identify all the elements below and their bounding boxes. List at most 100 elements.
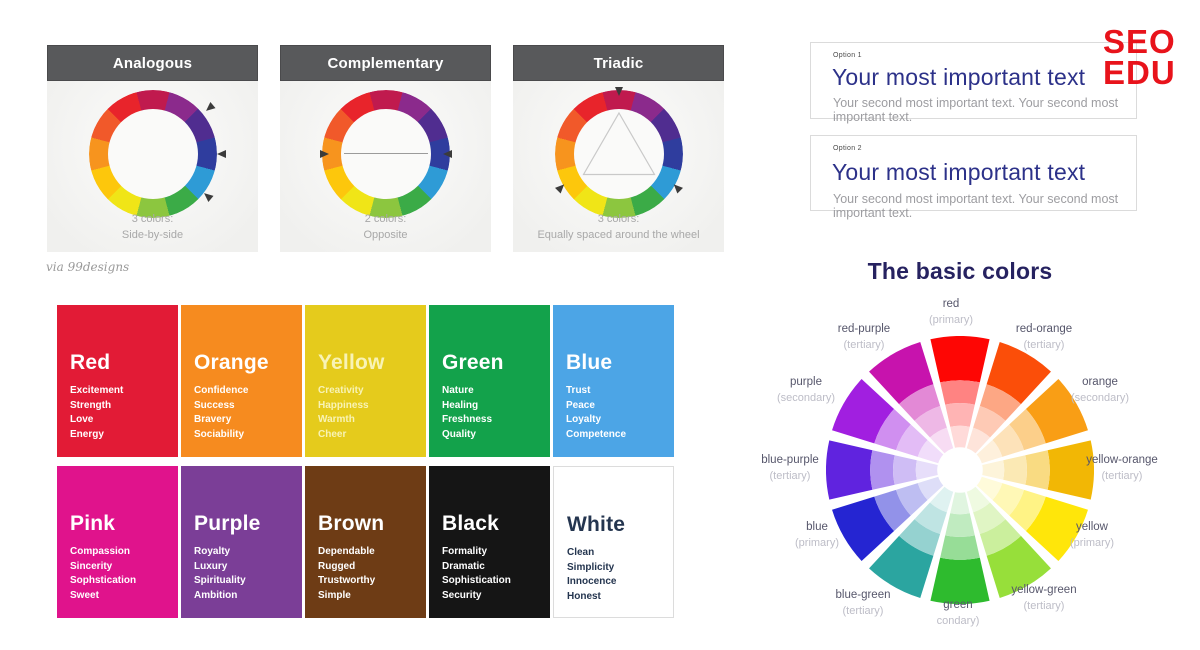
card-color-name: Orange (194, 351, 269, 374)
wheel-label-yellow-green: yellow-green (tertiary) (1011, 584, 1077, 612)
panel-body: 3 colors: Side-by-side (47, 81, 258, 252)
wheel-wedge-yellow-orange (1047, 440, 1094, 500)
pin-icon (216, 150, 226, 158)
card-traits: Trust Peace Loyalty Competence (566, 384, 661, 442)
wheel-wedge-blue-purple (892, 455, 917, 485)
wheel-wedge-yellow-orange (982, 460, 1005, 480)
panel-caption: 2 colors: Opposite (280, 212, 491, 243)
wheel-wedge-blue (896, 483, 928, 516)
trait-line: Peace (566, 399, 595, 411)
harmony-panel-analogous: Analogous 3 colors: Side-by-side (47, 45, 258, 252)
wheel-label-blue-green: blue-green (tertiary) (835, 589, 891, 617)
option-box-2: Option 2 Your most important text Your s… (810, 135, 1137, 220)
panel-caption: 3 colors: Side-by-side (47, 212, 258, 243)
trait-line: Simplicity (567, 561, 615, 573)
card-traits: Confidence Success Bravery Sociability (194, 384, 289, 442)
color-wheel-hole (573, 109, 664, 199)
wheel-wedge-purple (917, 439, 944, 464)
color-card-orange: Orange Confidence Success Bravery Sociabilit… (181, 305, 302, 457)
card-color-name: Brown (318, 512, 385, 535)
wheel-wedge-yellow (976, 476, 1003, 501)
wheel-wedge-yellow (992, 483, 1024, 516)
wheel-wedge-red-purple (914, 406, 947, 438)
wheel-wedge-yellow-orange (1003, 455, 1028, 485)
color-card-green: Green Nature Healing Freshness Quality (429, 305, 550, 457)
card-traits: Dependable Rugged Trustworthy Simple (318, 545, 413, 603)
wheel-wedge-green (940, 535, 980, 560)
trait-line: Luxury (194, 560, 228, 572)
trait-line: Loyalty (566, 414, 602, 425)
option-label: Option 2 (833, 145, 862, 152)
trait-line: Security (442, 589, 482, 601)
trait-line: Competence (566, 428, 627, 440)
option-title: Your most important text (832, 159, 1086, 185)
harmony-panel-complementary: Complementary 2 colors: Opposite (280, 45, 491, 252)
trait-line: Royalty (194, 546, 231, 557)
wheel-label-yellow-orange: yellow-orange (tertiary) (1086, 454, 1158, 482)
wheel-wedge-red-orange (966, 427, 991, 454)
wheel-wedge-orange (1025, 379, 1088, 444)
harmony-panel-triadic: Triadic 3 colors: Equally spaced around … (513, 45, 724, 252)
wheel-wedge-yellow-orange (1025, 450, 1050, 490)
trait-line: Strength (70, 399, 112, 411)
wheel-wedge-blue-green (929, 486, 954, 513)
trait-line: Clean (567, 547, 595, 558)
panel-title: Complementary (280, 45, 491, 81)
color-card-pink: Pink Compassion Sincerity Sophstication Swee… (57, 466, 178, 618)
pin-icon (442, 150, 452, 158)
panel-body: 2 colors: Opposite (280, 81, 491, 252)
wheel-wedge-green (945, 513, 975, 538)
trait-line: Ambition (194, 589, 238, 601)
trait-line: Sociability (194, 428, 245, 440)
trait-line: Quality (442, 428, 476, 440)
wheel-label-green: green condary) (936, 599, 980, 627)
trait-line: Compassion (70, 546, 131, 557)
trait-line: Love (70, 414, 94, 425)
caption-line1: 2 colors: (364, 213, 407, 226)
logo-line2: EDU (1103, 54, 1176, 92)
opposite-connector-line (343, 153, 428, 154)
wheel-wedge-yellow-green (986, 535, 1051, 598)
color-card-yellow: Yellow Creativity Happiness Warmth Cheer (305, 305, 426, 457)
card-traits: Royalty Luxury Spirituality Ambition (194, 545, 289, 603)
basic-colors-wheel (826, 336, 1094, 604)
card-color-name: Yellow (318, 351, 385, 374)
wheel-label-red-purple: red-purple (tertiary) (837, 323, 891, 351)
wheel-wedge-orange (992, 424, 1024, 457)
wheel-label-blue: blue (primary) (795, 521, 839, 549)
wheel-wedge-green (930, 557, 990, 604)
trait-line: Sophstication (70, 575, 137, 586)
wheel-wedge-blue (917, 476, 944, 501)
wheel-wedge-red (930, 336, 990, 383)
trait-line: Energy (70, 428, 104, 440)
trait-line: Nature (442, 385, 474, 396)
color-wheel-hole (107, 109, 198, 199)
caption-line1: 3 colors: (597, 213, 640, 226)
trait-line: Warmth (318, 414, 355, 425)
wheel-wedge-red-purple (929, 427, 954, 454)
card-color-name: Black (442, 512, 500, 535)
wheel-wedge-red-purple (899, 384, 941, 421)
caption-line2: Equally spaced around the wheel (537, 228, 700, 241)
logo-line1: SEO (1103, 23, 1176, 60)
caption-line1: 3 colors: (131, 213, 174, 226)
panel-body: 3 colors: Equally spaced around the whee… (513, 81, 724, 252)
wheel-label-red-orange: red-orange (tertiary) (1015, 323, 1073, 351)
wheel-label-orange: orange (secondary) (1070, 376, 1130, 404)
option-title: Your most important text (832, 64, 1086, 90)
card-color-name: Pink (70, 512, 116, 535)
pin-icon (202, 102, 216, 114)
color-wheel-analogous (88, 90, 226, 218)
trait-line: Happiness (318, 399, 369, 411)
wheel-wedge-purple (832, 379, 895, 444)
pin-icon (614, 87, 623, 96)
trait-line: Healing (442, 399, 479, 411)
color-card-brown: Brown Dependable Rugged Trustworthy Simple (305, 466, 426, 618)
card-traits: Formality Dramatic Sophistication Security (442, 545, 537, 603)
wheel-label-purple: purple (secondary) (776, 376, 836, 404)
pin-icon (319, 150, 329, 158)
trait-line: Dramatic (442, 560, 485, 572)
card-color-name: Blue (566, 351, 613, 374)
color-card-purple: Purple Royalty Luxury Spirituality Ambition (181, 466, 302, 618)
